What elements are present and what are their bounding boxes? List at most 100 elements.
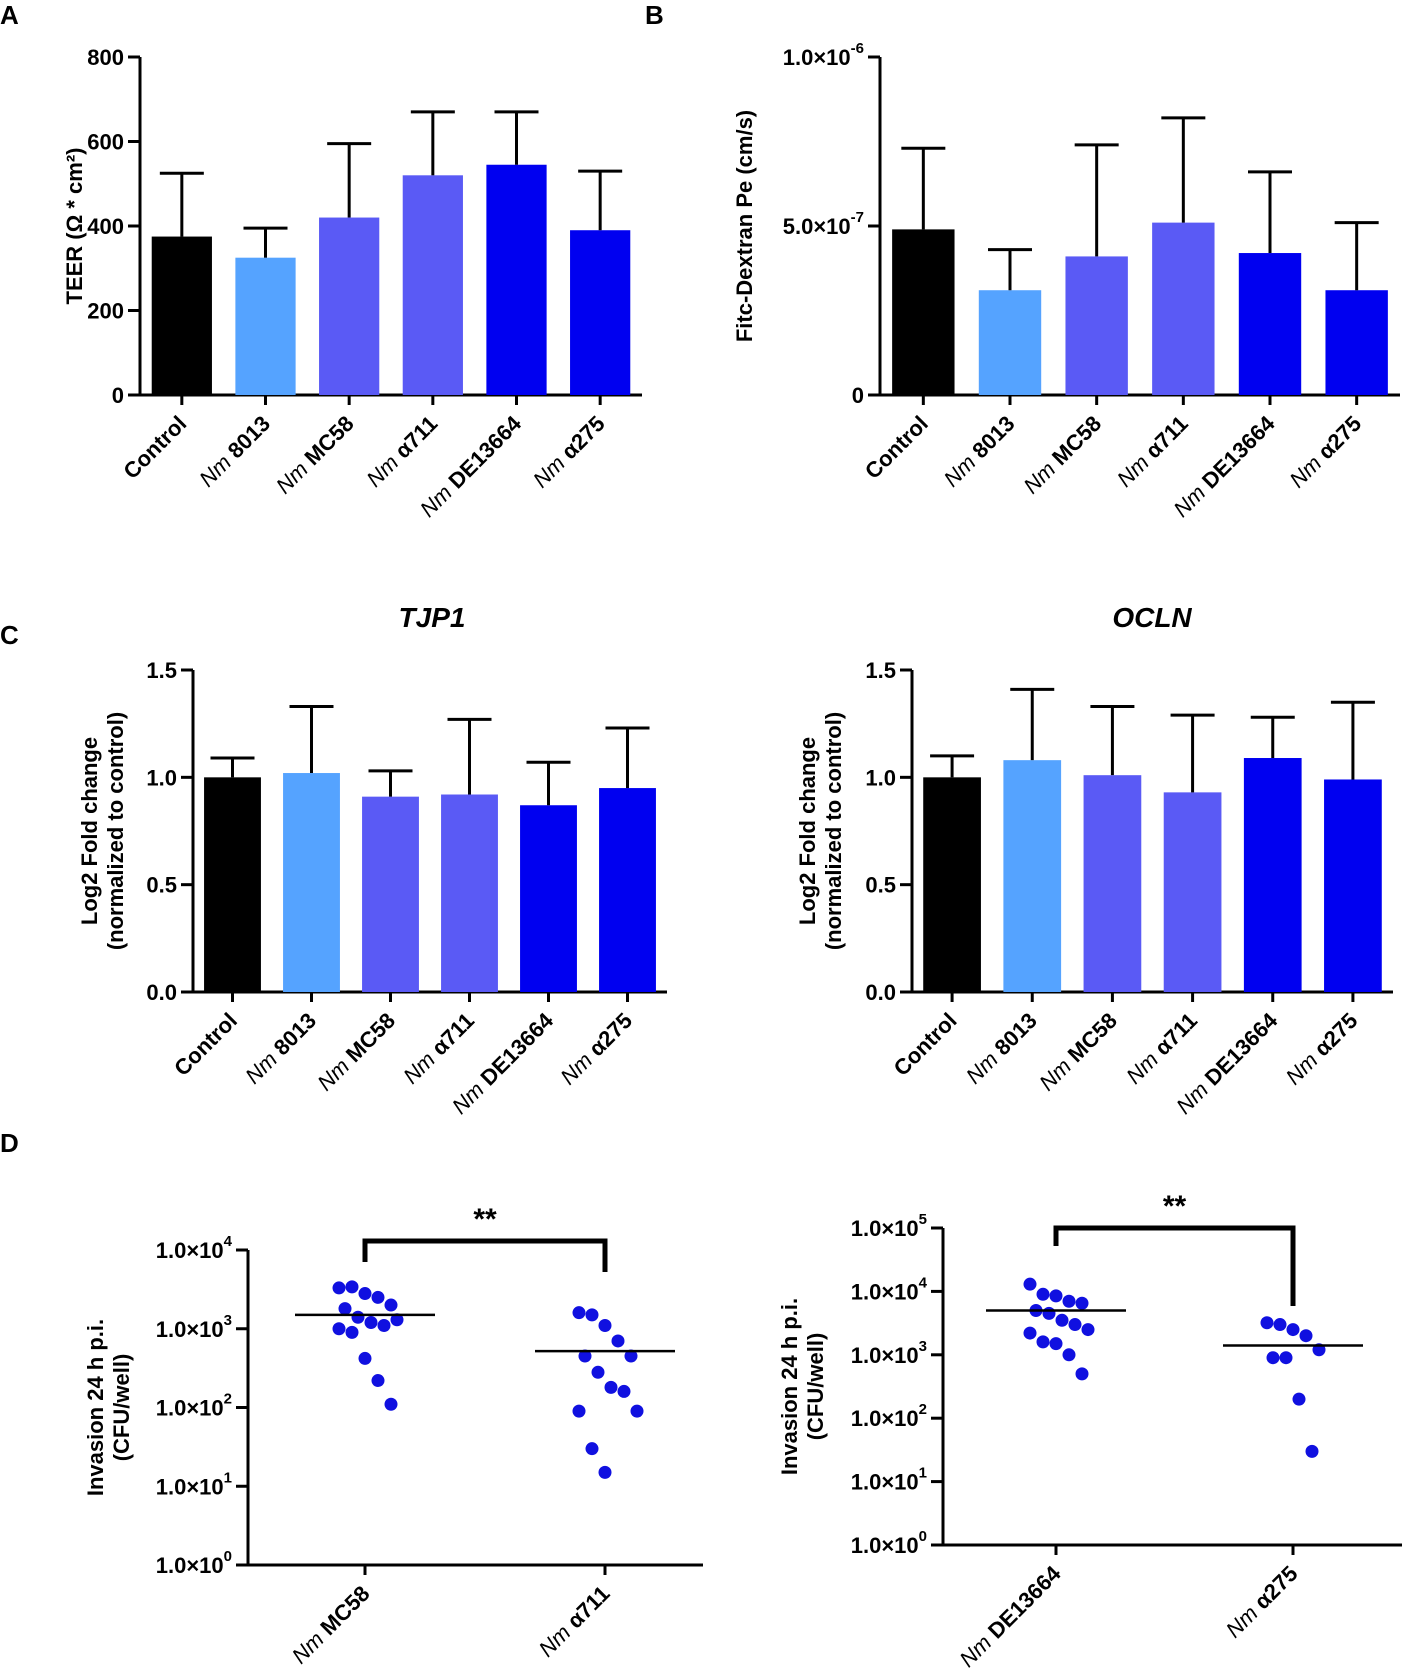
data-point [585,1308,599,1322]
x-tick-label-1-name: 8013 [963,411,1020,468]
y-axis-label: Invasion 24 h p.i. [777,1298,802,1475]
x-tick-label-2: Nm MC58 [1034,1008,1122,1096]
x-tick-label-2-name: MC58 [1043,411,1106,474]
x-tick-label-1: Nm 8013 [961,1008,1042,1089]
y-tick-label: 1.0 [146,765,177,790]
y-tick-exponent: -7 [851,209,864,226]
bar-1 [283,773,340,992]
y-axis-label: Log2 Fold change [77,737,102,925]
bar-3 [441,794,498,992]
data-point [1260,1316,1274,1330]
x-tick-label-0-name: Control [860,411,933,484]
x-tick-label-0-name: DE13664 [979,1560,1066,1647]
x-tick-label-2: Nm MC58 [271,411,359,499]
panel-label-a: A [0,0,19,30]
bar-5 [570,230,631,395]
y-tick-label: 1.5 [146,658,177,683]
y-tick-label: 600 [87,130,124,155]
data-point [591,1365,605,1379]
y-tick-label: 5.0×10-7 [783,209,864,239]
data-point [1042,1306,1056,1320]
bar-1 [978,290,1042,395]
bar-1 [235,257,296,395]
data-point [1305,1444,1319,1458]
data-point [345,1280,359,1294]
x-tick-label-1-name: 8013 [218,411,275,468]
y-tick-exponent: -6 [851,40,864,57]
y-tick-label: 200 [87,299,124,324]
y-tick-label: 1.0×100 [156,1548,232,1578]
data-point [1049,1337,1063,1351]
x-tick-label-3-name: α711 [1145,1008,1202,1065]
x-tick-label-1: Nm 8013 [939,411,1020,492]
data-point [345,1325,359,1339]
data-point [1049,1289,1063,1303]
x-tick-label-5-name: α275 [552,411,610,469]
bar-4 [520,805,577,992]
y-tick-exponent: 2 [224,1391,232,1408]
y-tick-label: 0.0 [865,980,896,1005]
bar-5 [599,788,656,992]
data-point [332,1322,346,1336]
data-point [1279,1351,1293,1365]
y-axis-label: TEER (Ω * cm²) [62,148,87,305]
data-point [1273,1318,1287,1332]
y-tick-exponent: 4 [919,1274,928,1291]
x-tick-label-3: Nm α711 [362,411,443,492]
y-tick-label: 0.5 [146,873,177,898]
y-tick-label: 400 [87,214,124,239]
bar-2 [319,217,380,395]
y-tick-label: 0 [852,383,864,408]
data-point [1036,1287,1050,1301]
y-tick-label: 1.0×10-6 [783,40,864,70]
data-point [1023,1326,1037,1340]
title-tjp1: TJP1 [399,602,466,633]
x-tick-label-2-name: MC58 [1058,1008,1121,1071]
y-axis-label: Fitc-Dextran Pe (cm/s) [732,110,757,342]
x-tick-label-3: Nm α711 [1121,1008,1202,1089]
bar-1 [1003,760,1062,992]
data-point [1266,1351,1280,1365]
y-tick-label: 1.5 [865,658,896,683]
y-axis-label-2: (CFU/well) [803,1333,828,1441]
bar-3 [1163,792,1222,992]
data-point [624,1349,638,1363]
x-tick-label-1: Nm 8013 [194,411,275,492]
data-point [390,1313,404,1327]
data-point [611,1334,625,1348]
significance-label: ** [473,1203,497,1236]
y-tick-label: 0.5 [865,873,896,898]
data-point [604,1380,618,1394]
y-tick-exponent: 0 [224,1548,232,1565]
x-tick-label-1: Nm 8013 [240,1008,321,1089]
data-point [598,1318,612,1332]
y-tick-label: 0.0 [146,980,177,1005]
data-point [377,1318,391,1332]
bar-5 [1324,779,1382,992]
bar-2 [362,796,419,992]
bar-2 [1065,256,1128,395]
x-tick-label-1: Nm α711 [534,1581,615,1662]
bar-4 [1243,758,1302,992]
y-axis-label-2: (normalized to control) [821,712,846,950]
y-tick-label: 1.0×100 [851,1528,927,1558]
significance-bracket [1053,1225,1296,1306]
bar-2 [1083,775,1142,992]
x-tick-label-1-name: α711 [558,1581,615,1638]
x-tick-label-1: Nm α275 [1221,1561,1303,1643]
data-point [358,1351,372,1365]
data-point [598,1465,612,1479]
panel-d-invasion-mc58-chart: 1.0×100 1.0×101 1.0×102 1.0×103 1.0×104 Nm MC… [83,1203,703,1669]
x-tick-label-0-name: Control [169,1008,242,1081]
y-axis-label-2: (CFU/well) [109,1354,134,1462]
x-tick-label-2: Nm MC58 [312,1008,400,1096]
x-tick-label-0: Control [169,1008,242,1081]
data-point [1055,1313,1069,1327]
y-tick-exponent: 5 [919,1211,927,1228]
y-tick-label: 1.0×101 [156,1469,232,1499]
x-tick-label-3-name: α711 [386,411,443,468]
